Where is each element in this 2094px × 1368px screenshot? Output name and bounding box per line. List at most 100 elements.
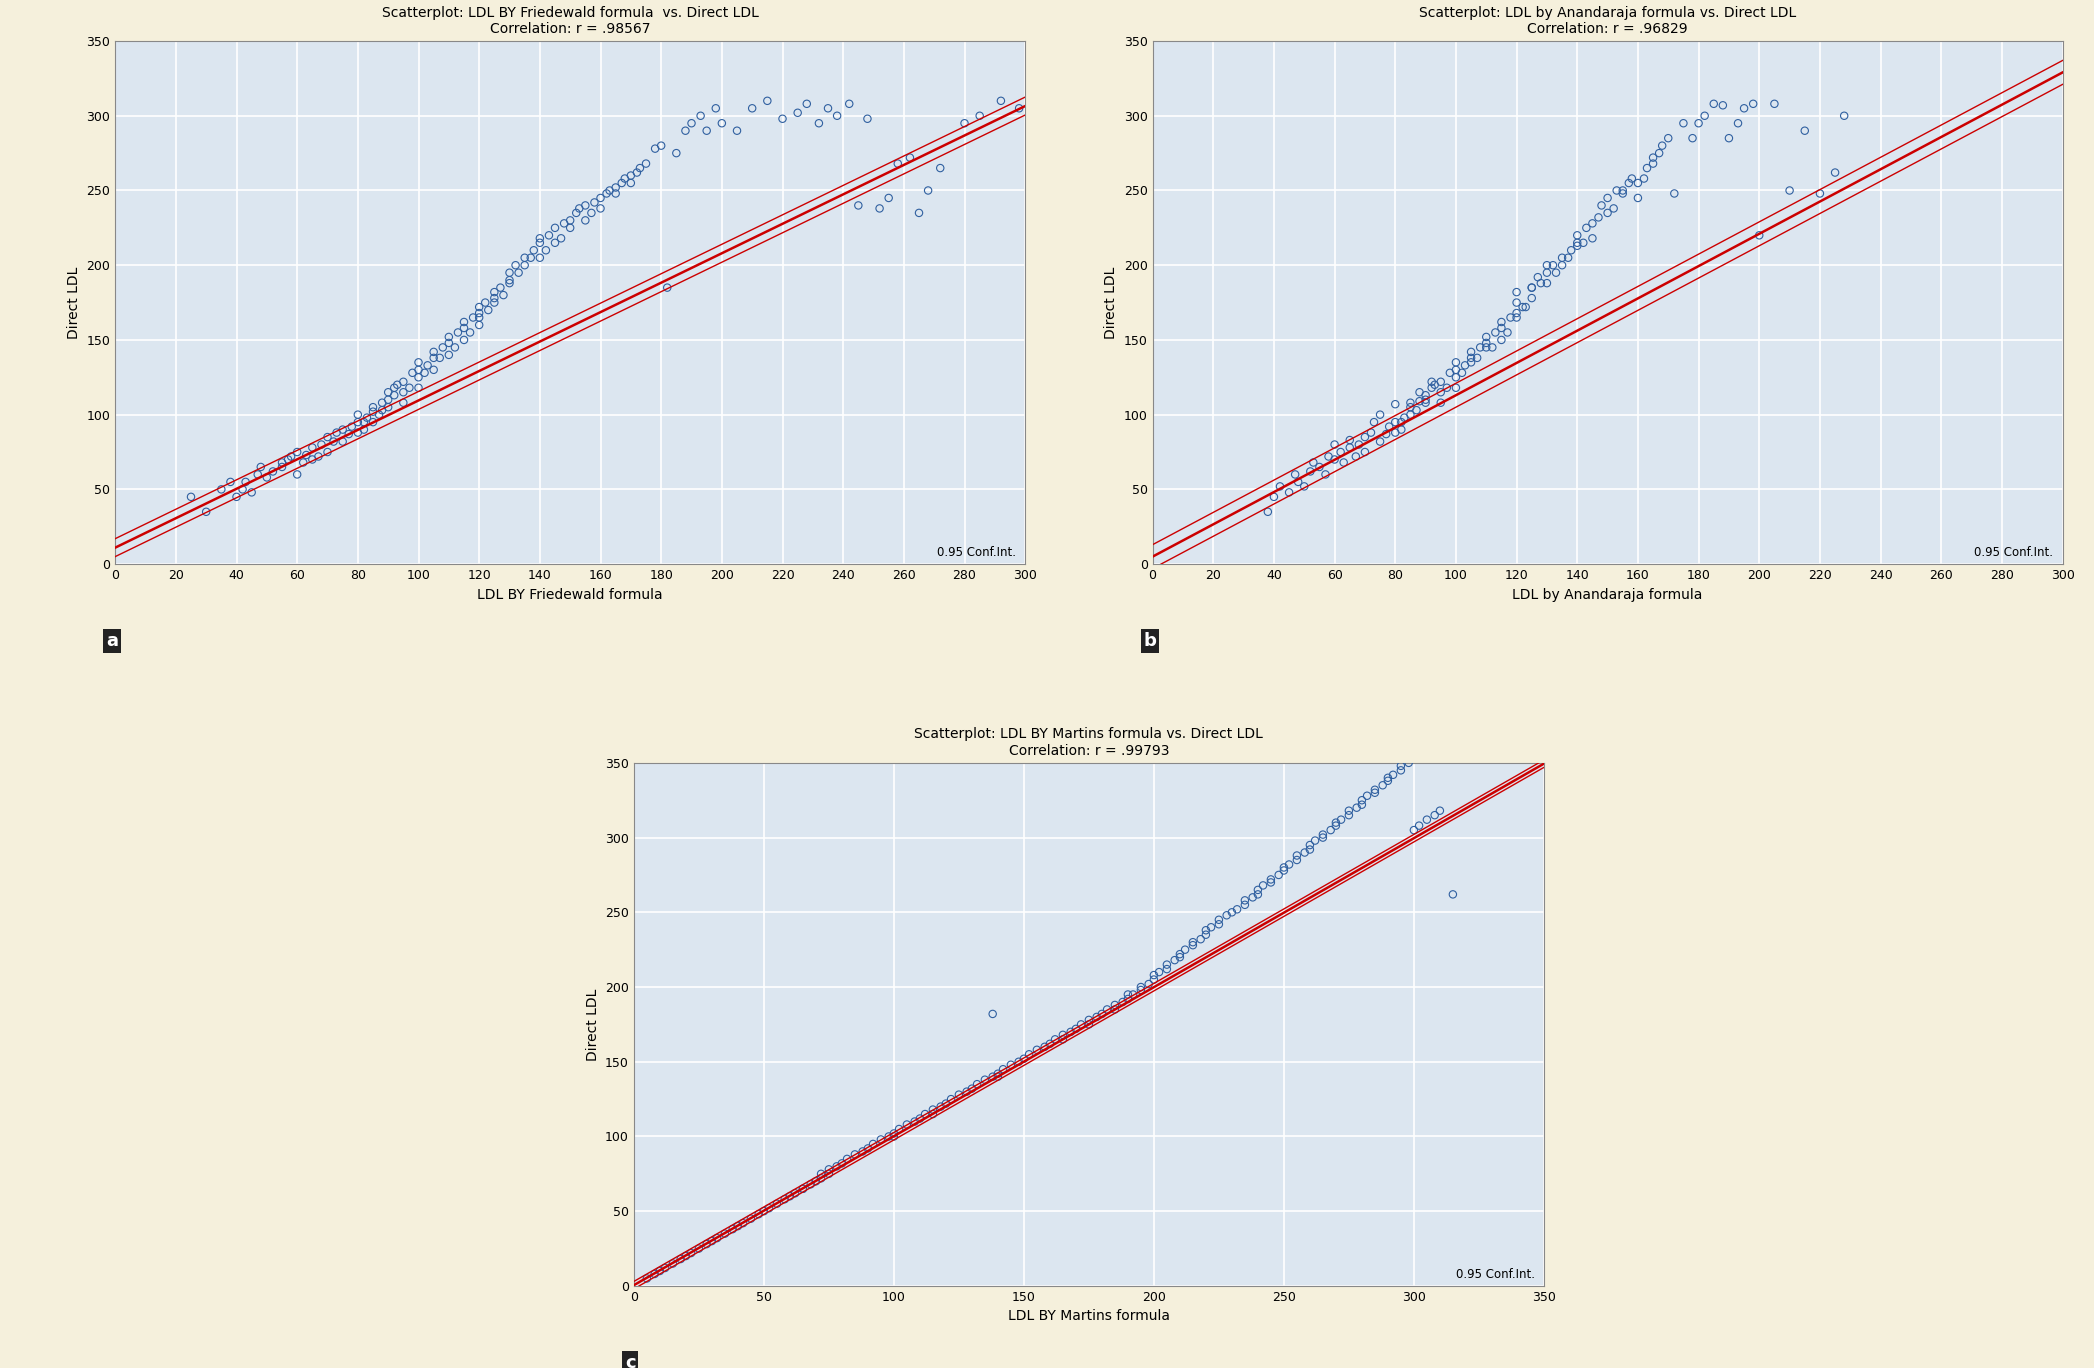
Point	[310, 425, 343, 447]
Point	[785, 1178, 819, 1200]
Point	[1531, 261, 1564, 283]
Point	[1317, 449, 1351, 471]
Y-axis label: Direct LDL: Direct LDL	[1104, 267, 1118, 339]
Point	[456, 306, 490, 328]
Point	[995, 1053, 1028, 1075]
Point	[882, 1118, 915, 1140]
Point	[1416, 376, 1449, 398]
Point	[333, 423, 366, 445]
Point	[1106, 990, 1139, 1012]
Point	[1570, 218, 1604, 239]
Point	[1298, 829, 1332, 851]
Point	[1470, 337, 1503, 358]
Point	[578, 192, 611, 213]
Point	[423, 347, 456, 369]
Point	[477, 287, 511, 309]
Point	[1397, 819, 1430, 841]
Point	[547, 212, 580, 234]
Point	[1652, 127, 1686, 149]
Point	[272, 449, 306, 471]
Point	[1143, 962, 1177, 984]
Point	[463, 302, 496, 324]
Point	[364, 391, 398, 413]
Point	[639, 1263, 672, 1285]
Point	[1774, 179, 1807, 201]
Point	[235, 482, 268, 503]
Point	[1263, 865, 1296, 886]
Point	[1003, 97, 1037, 119]
Point	[1445, 363, 1478, 384]
Point	[1137, 969, 1171, 990]
Point	[174, 486, 207, 508]
Point	[431, 326, 465, 347]
Point	[670, 1245, 704, 1267]
Point	[1344, 789, 1378, 811]
Point	[509, 254, 542, 276]
Point	[1635, 146, 1669, 168]
Point	[1455, 341, 1489, 363]
X-axis label: LDL BY Martins formula: LDL BY Martins formula	[1007, 1309, 1171, 1323]
Point	[241, 464, 274, 486]
Point	[431, 332, 465, 354]
Point	[1545, 254, 1579, 276]
Point	[509, 246, 542, 268]
Point	[1210, 904, 1244, 926]
Point	[1667, 112, 1700, 134]
Point	[417, 347, 450, 369]
Point	[1047, 1029, 1081, 1051]
Point	[477, 291, 511, 313]
Point	[812, 1159, 846, 1181]
Point	[266, 456, 299, 477]
Point	[394, 376, 427, 398]
Point	[220, 486, 253, 508]
Point	[865, 1129, 898, 1150]
Point	[417, 341, 450, 363]
Point	[1491, 321, 1524, 343]
Point	[544, 227, 578, 249]
Point	[524, 246, 557, 268]
Point	[371, 382, 404, 404]
Point	[1202, 914, 1235, 936]
Point	[1372, 770, 1405, 792]
Point	[1606, 179, 1640, 201]
Point	[923, 1096, 957, 1118]
Point	[639, 138, 672, 160]
Point	[1388, 406, 1422, 428]
Point	[1378, 421, 1411, 443]
Point	[417, 358, 450, 380]
Point	[356, 401, 389, 423]
Point	[695, 1230, 729, 1252]
Point	[1378, 412, 1411, 434]
Point	[1351, 785, 1384, 807]
Point	[387, 391, 421, 413]
Text: c: c	[624, 1354, 634, 1368]
Point	[410, 354, 444, 376]
Point	[295, 436, 329, 458]
Point	[831, 1148, 865, 1170]
Point	[1439, 376, 1472, 398]
Point	[1227, 889, 1261, 911]
Point	[1227, 893, 1261, 915]
Point	[735, 1208, 768, 1230]
Point	[706, 112, 739, 134]
Point	[1263, 476, 1296, 498]
Point	[1162, 947, 1196, 969]
Point	[1560, 224, 1594, 246]
Point	[766, 108, 800, 130]
Point	[1342, 434, 1376, 456]
Point	[1116, 984, 1150, 1005]
Point	[1560, 231, 1594, 253]
Point	[1409, 808, 1443, 830]
Point	[1334, 430, 1367, 451]
Point	[1606, 182, 1640, 204]
Point	[1189, 919, 1223, 941]
Point	[1403, 382, 1436, 404]
Point	[643, 1260, 676, 1282]
Point	[1158, 949, 1191, 971]
Point	[1349, 440, 1382, 462]
Point	[377, 384, 410, 406]
Point	[1545, 246, 1579, 268]
Point	[570, 209, 603, 231]
Point	[961, 1074, 995, 1096]
Point	[532, 224, 565, 246]
